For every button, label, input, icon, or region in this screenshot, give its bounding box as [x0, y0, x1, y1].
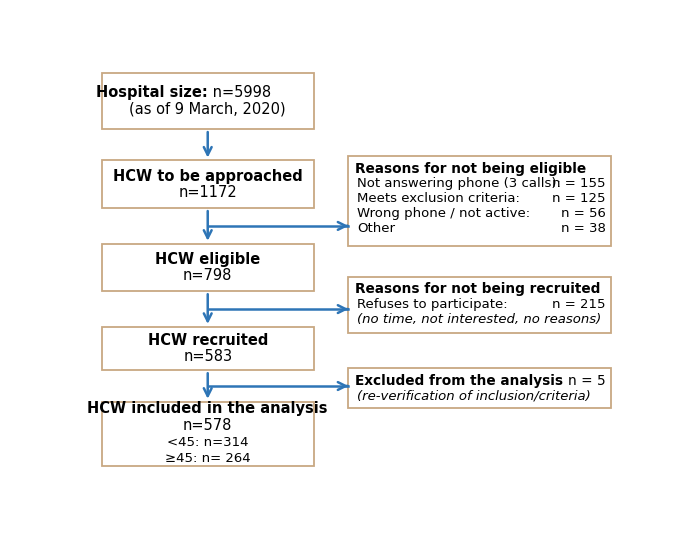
Text: HCW recruited: HCW recruited	[147, 333, 268, 348]
Text: Other: Other	[358, 222, 395, 235]
Text: n = 155: n = 155	[552, 177, 606, 190]
FancyBboxPatch shape	[101, 402, 314, 466]
Text: Refuses to participate:: Refuses to participate:	[358, 298, 508, 311]
Text: ≥45: n= 264: ≥45: n= 264	[165, 453, 251, 465]
FancyBboxPatch shape	[101, 244, 314, 292]
FancyBboxPatch shape	[349, 368, 611, 408]
Text: n=5998: n=5998	[208, 85, 271, 100]
FancyBboxPatch shape	[101, 73, 314, 129]
Text: Meets exclusion criteria:: Meets exclusion criteria:	[358, 192, 521, 205]
Text: n = 56: n = 56	[561, 207, 606, 220]
FancyBboxPatch shape	[349, 156, 611, 246]
FancyBboxPatch shape	[101, 327, 314, 370]
Text: n=578: n=578	[183, 418, 232, 433]
Text: (no time, not interested, no reasons): (no time, not interested, no reasons)	[358, 313, 601, 326]
Text: Hospital size:: Hospital size:	[96, 85, 208, 100]
Text: <45: n=314: <45: n=314	[167, 436, 249, 449]
FancyBboxPatch shape	[349, 277, 611, 333]
Text: HCW to be approached: HCW to be approached	[113, 168, 303, 184]
Text: (as of 9 March, 2020): (as of 9 March, 2020)	[129, 102, 286, 117]
Text: Excluded from the analysis: Excluded from the analysis	[355, 374, 563, 388]
Text: Reasons for not being recruited: Reasons for not being recruited	[355, 282, 600, 296]
Text: n = 38: n = 38	[561, 222, 606, 235]
Text: n = 215: n = 215	[552, 298, 606, 311]
Text: n=583: n=583	[183, 349, 232, 364]
Text: (re-verification of inclusion/criteria): (re-verification of inclusion/criteria)	[358, 389, 591, 402]
Text: Not answering phone (3 calls):: Not answering phone (3 calls):	[358, 177, 561, 190]
Text: Wrong phone / not active:: Wrong phone / not active:	[358, 207, 531, 220]
Text: n=1172: n=1172	[178, 185, 237, 200]
Text: n=798: n=798	[183, 268, 232, 284]
FancyBboxPatch shape	[101, 160, 314, 208]
Text: HCW eligible: HCW eligible	[155, 252, 260, 267]
Text: n = 125: n = 125	[552, 192, 606, 205]
Text: n = 5: n = 5	[568, 374, 606, 388]
Text: Reasons for not being eligible: Reasons for not being eligible	[355, 162, 586, 176]
Text: HCW included in the analysis: HCW included in the analysis	[88, 401, 328, 416]
